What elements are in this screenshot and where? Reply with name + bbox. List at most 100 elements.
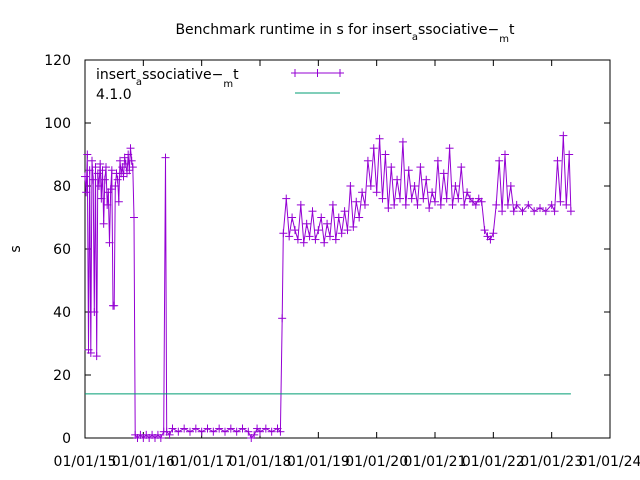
legend-name-1-sub: a <box>136 77 142 88</box>
data-point <box>509 207 518 216</box>
chart-title: Benchmark runtime in s for insertassocia… <box>175 22 515 45</box>
x-tick-label: 01/01/24 <box>579 454 640 470</box>
data-point <box>495 156 504 165</box>
data-point <box>352 197 361 206</box>
y-tick-label: 20 <box>53 368 71 384</box>
data-point <box>161 153 170 162</box>
data-point <box>358 188 367 197</box>
data-point <box>226 424 235 433</box>
data-point <box>349 222 358 231</box>
data-point <box>460 200 469 209</box>
data-point <box>346 182 355 190</box>
data-point <box>191 424 200 433</box>
data-point <box>556 197 565 206</box>
y-tick-label: 120 <box>44 53 71 69</box>
data-point <box>92 352 101 361</box>
data-point <box>317 213 326 222</box>
data-point <box>302 219 311 228</box>
data-point <box>279 229 288 238</box>
data-point <box>506 182 515 190</box>
data-point <box>221 427 229 436</box>
data-point <box>369 144 378 153</box>
data-point <box>565 150 574 159</box>
data-point <box>282 194 291 203</box>
data-point <box>361 200 369 209</box>
data-point <box>372 188 381 197</box>
legend-marker-series-1 <box>291 69 344 77</box>
data-point <box>390 200 399 209</box>
data-point <box>126 144 135 153</box>
data-point <box>343 226 352 235</box>
data-point <box>90 308 99 316</box>
data-point <box>100 175 109 184</box>
data-point <box>121 159 130 168</box>
data-point <box>186 427 194 436</box>
x-tick-label: 01/01/23 <box>520 454 583 470</box>
data-point <box>451 182 460 190</box>
data-point <box>401 200 410 209</box>
data-point <box>413 200 422 209</box>
data-point <box>445 144 454 153</box>
data-point <box>314 226 323 235</box>
data-point <box>419 194 428 203</box>
legend-name-1-end: t <box>233 67 239 83</box>
data-point <box>326 232 334 241</box>
legend-name-1: insert <box>96 67 136 83</box>
data-point <box>442 194 451 203</box>
data-point <box>99 219 108 228</box>
data-point <box>524 200 533 209</box>
data-point <box>331 235 340 244</box>
data-point <box>197 427 206 436</box>
data-point <box>328 200 337 209</box>
data-point <box>299 238 308 247</box>
data-point <box>422 175 431 184</box>
data-point <box>261 424 270 433</box>
data-point <box>244 427 253 436</box>
data-point <box>393 175 402 184</box>
data-point <box>85 166 94 175</box>
data-point <box>530 207 539 216</box>
data-point <box>381 150 390 159</box>
data-point <box>518 207 527 216</box>
data-point <box>106 185 115 194</box>
data-point <box>553 156 562 165</box>
data-point <box>209 427 218 436</box>
data-point <box>308 207 317 216</box>
data-point <box>238 424 247 433</box>
data-point <box>293 235 302 244</box>
data-point <box>477 197 486 206</box>
data-point <box>111 182 120 190</box>
legend-label-series-1: insertassociative−mt <box>96 67 239 90</box>
data-point <box>285 232 294 241</box>
data-point <box>384 204 393 213</box>
y-tick-label: 40 <box>53 305 71 321</box>
data-point <box>387 163 396 172</box>
data-point <box>486 235 495 244</box>
data-point <box>305 232 314 241</box>
data-point <box>128 163 137 172</box>
data-point <box>501 150 509 159</box>
x-tick-label: 01/01/20 <box>345 454 408 470</box>
data-point <box>276 427 285 436</box>
data-point <box>492 200 501 209</box>
y-tick-label: 60 <box>53 242 71 258</box>
data-point <box>433 156 442 165</box>
data-point <box>404 166 413 175</box>
x-tick-label: 01/01/22 <box>462 454 525 470</box>
data-point <box>559 131 568 140</box>
data-point <box>323 219 332 228</box>
data-point <box>107 166 116 175</box>
data-point <box>547 200 556 209</box>
y-tick-label: 0 <box>62 431 71 447</box>
data-point <box>232 427 241 436</box>
data-point <box>439 169 448 178</box>
data-point <box>378 194 387 203</box>
data-point <box>81 172 89 181</box>
chart-title-sub: a <box>412 32 418 43</box>
data-point <box>168 424 177 433</box>
data-point <box>215 424 224 433</box>
data-point <box>512 200 521 209</box>
data-point <box>550 207 559 216</box>
